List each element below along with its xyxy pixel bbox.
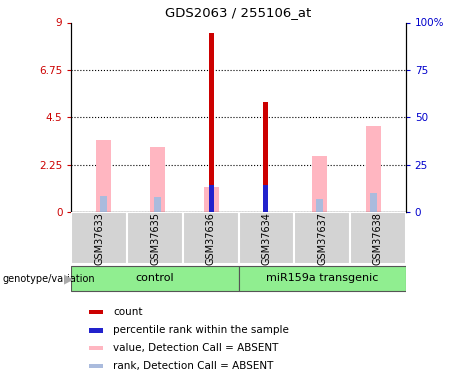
- Bar: [96, 140, 112, 212]
- Bar: [312, 156, 327, 212]
- Text: miR159a transgenic: miR159a transgenic: [266, 273, 378, 284]
- Bar: [89, 310, 103, 314]
- Text: percentile rank within the sample: percentile rank within the sample: [113, 326, 289, 335]
- Bar: [316, 199, 323, 212]
- Text: GSM37636: GSM37636: [206, 211, 216, 265]
- Bar: [71, 212, 127, 264]
- Bar: [350, 212, 406, 264]
- Bar: [100, 196, 107, 212]
- Bar: [204, 187, 219, 212]
- Bar: [71, 266, 239, 291]
- Text: GSM37638: GSM37638: [373, 211, 383, 265]
- Bar: [183, 212, 239, 264]
- Bar: [263, 184, 268, 212]
- Bar: [370, 193, 377, 212]
- Bar: [154, 197, 161, 212]
- Title: GDS2063 / 255106_at: GDS2063 / 255106_at: [165, 6, 312, 18]
- Text: GSM37635: GSM37635: [150, 211, 160, 265]
- Text: control: control: [136, 273, 174, 284]
- Text: GSM37634: GSM37634: [261, 211, 272, 265]
- Text: ▶: ▶: [64, 272, 73, 285]
- Bar: [366, 126, 381, 212]
- Bar: [239, 266, 406, 291]
- Text: GSM37633: GSM37633: [95, 211, 104, 265]
- Bar: [127, 212, 183, 264]
- Text: rank, Detection Call = ABSENT: rank, Detection Call = ABSENT: [113, 361, 273, 371]
- Bar: [89, 328, 103, 333]
- Bar: [239, 212, 294, 264]
- Text: GSM37637: GSM37637: [317, 211, 327, 265]
- Text: count: count: [113, 307, 142, 317]
- Bar: [89, 346, 103, 350]
- Text: value, Detection Call = ABSENT: value, Detection Call = ABSENT: [113, 343, 278, 353]
- Bar: [263, 102, 268, 212]
- Bar: [294, 212, 350, 264]
- Bar: [209, 184, 214, 212]
- Bar: [150, 147, 165, 212]
- Text: genotype/variation: genotype/variation: [2, 274, 95, 284]
- Bar: [209, 33, 214, 212]
- Bar: [89, 364, 103, 368]
